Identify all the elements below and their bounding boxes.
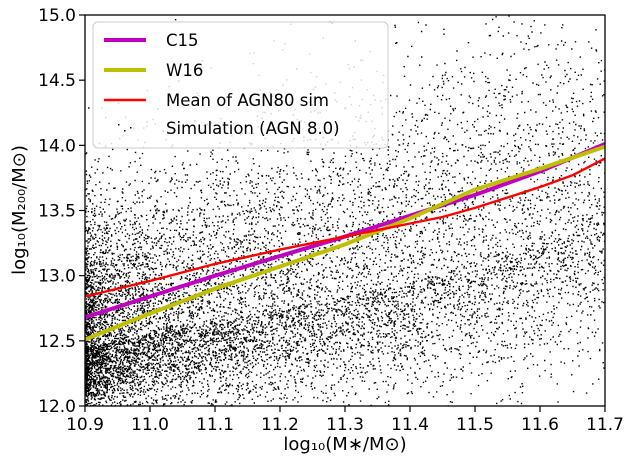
y-tick-label: 14.0 — [38, 136, 76, 156]
legend-label-w16: W16 — [166, 61, 203, 80]
x-tick-label: 11.4 — [391, 415, 429, 435]
relation-lines — [85, 142, 605, 342]
legend-label-simulation: Simulation (AGN 8.0) — [166, 119, 340, 138]
legend-label-mean: Mean of AGN80 sim — [166, 91, 329, 110]
w16-line — [85, 144, 605, 342]
x-tick-label: 11.5 — [456, 415, 494, 435]
mean-agn80-line — [85, 157, 605, 298]
x-tick-label: 11.6 — [521, 415, 559, 435]
x-tick-label: 11.7 — [586, 415, 624, 435]
y-tick-label: 13.5 — [38, 202, 76, 222]
y-tick-label: 15.0 — [38, 6, 76, 26]
legend: C15 W16 Mean of AGN80 sim Simulation (AG… — [92, 21, 389, 149]
x-tick-label: 11.2 — [261, 415, 299, 435]
y-axis-label: log₁₀(M₂₀₀/M⊙) — [9, 145, 30, 275]
axis-ticks: 10.9 11.0 11.1 11.2 11.3 11.4 11.5 11.6 11.7 12.0… — [38, 6, 624, 435]
y-tick-label: 14.5 — [38, 71, 76, 91]
y-tick-label: 12.0 — [38, 397, 76, 417]
x-tick-label: 11.3 — [326, 415, 364, 435]
x-tick-label: 11.1 — [196, 415, 234, 435]
x-axis-label: log₁₀(M∗/M⊙) — [283, 434, 406, 455]
legend-label-c15: C15 — [166, 31, 199, 50]
x-tick-label: 10.9 — [66, 415, 104, 435]
y-tick-label: 13.0 — [38, 267, 76, 287]
legend-box — [92, 21, 389, 149]
legend-swatch-simulation — [118, 124, 132, 132]
x-tick-label: 11.0 — [131, 415, 169, 435]
y-tick-label: 12.5 — [38, 332, 76, 352]
